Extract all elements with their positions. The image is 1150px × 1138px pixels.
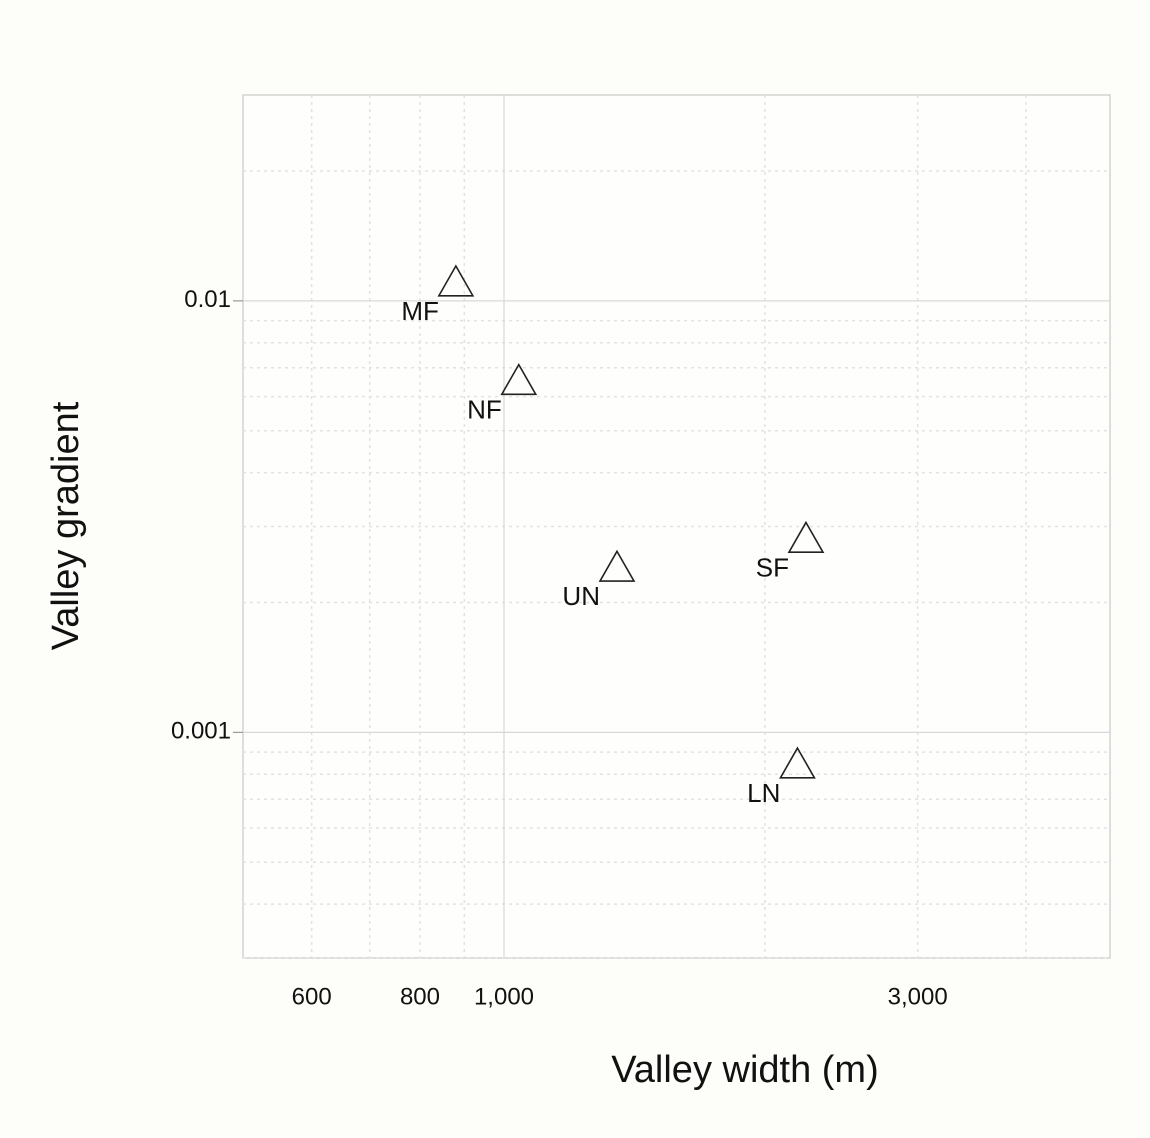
point (779, 746, 816, 779)
y-tick-label: 0.001 (171, 718, 231, 745)
point (787, 520, 825, 553)
point-label: LN (747, 778, 780, 808)
y-axis-label: Valley gradient (45, 401, 87, 650)
x-tick-label: 1,000 (474, 983, 534, 1010)
y-tick-label: 0.01 (184, 286, 231, 313)
point (437, 264, 475, 297)
point-label: UN (562, 581, 600, 611)
point-label: MF (401, 296, 439, 326)
x-tick-label: 800 (400, 983, 440, 1010)
point (598, 549, 636, 582)
x-tick-label: 3,000 (888, 983, 948, 1010)
point-label: SF (756, 552, 789, 582)
point (500, 362, 538, 396)
x-tick-label: 600 (292, 983, 332, 1010)
point-label: NF (467, 394, 502, 424)
x-axis-label: Valley width (m) (611, 1049, 878, 1091)
